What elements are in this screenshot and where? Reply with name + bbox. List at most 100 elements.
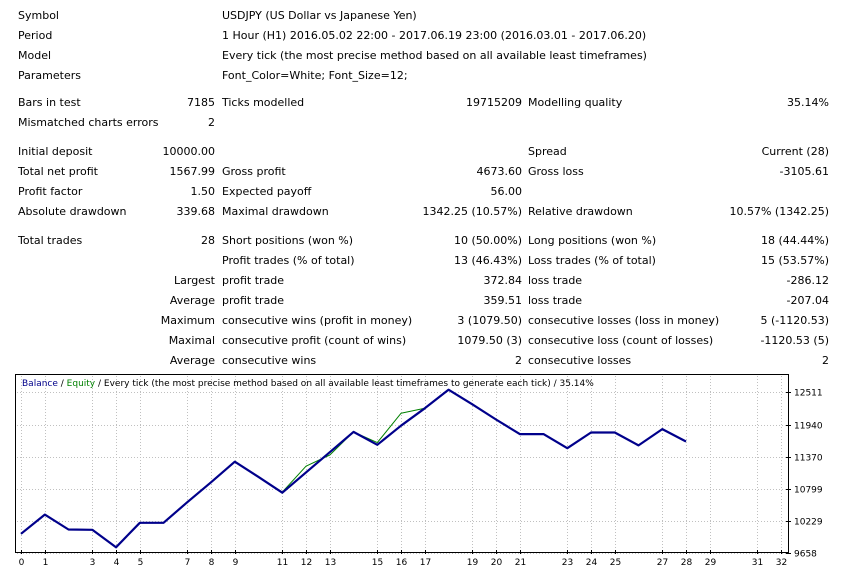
- x-tick-label: 7: [185, 558, 191, 568]
- max-consecutive-wins-value: 3 (1079.50): [457, 314, 522, 327]
- profit-factor-label: Profit factor: [18, 185, 83, 198]
- x-tick-label: 13: [325, 558, 336, 568]
- parameters-value: Font_Color=White; Font_Size=12;: [222, 69, 408, 82]
- x-tick-label: 28: [681, 558, 693, 568]
- ticks-value: 19715209: [466, 96, 522, 109]
- mismatch-label: Mismatched charts errors: [18, 116, 159, 129]
- x-tick-label: 11: [277, 558, 288, 568]
- maximal-consecutive-loss-label: consecutive loss (count of losses): [528, 334, 714, 347]
- long-positions-label: Long positions (won %): [528, 234, 657, 247]
- largest-label: Largest: [174, 274, 215, 287]
- absolute-drawdown-label: Absolute drawdown: [18, 205, 127, 218]
- maximal-drawdown-value: 1342.25 (10.57%): [422, 205, 522, 218]
- profit-trades-label: Profit trades (% of total): [222, 254, 355, 267]
- symbol-value: USDJPY (US Dollar vs Japanese Yen): [222, 9, 417, 22]
- bars-value: 7185: [187, 96, 215, 109]
- max-consecutive-losses-label: consecutive losses (loss in money): [528, 314, 720, 327]
- gross-profit-label: Gross profit: [222, 165, 286, 178]
- average-consecutive-wins-value: 2: [515, 354, 522, 367]
- x-tick-label: 29: [705, 558, 717, 568]
- x-tick-label: 9: [233, 558, 239, 568]
- period-label: Period: [18, 29, 53, 42]
- deposit-value: 10000.00: [162, 145, 216, 158]
- x-tick-label: 19: [467, 558, 479, 568]
- y-tick-label: 9658: [794, 550, 817, 560]
- spread-label: Spread: [528, 145, 567, 158]
- y-tick-label: 11940: [794, 422, 823, 432]
- x-tick-label: 21: [515, 558, 526, 568]
- average-profit-label: profit trade: [222, 294, 285, 307]
- legend-balance: Balance: [22, 379, 58, 389]
- average-label: Average: [169, 294, 215, 307]
- period-value: 1 Hour (H1) 2016.05.02 22:00 - 2017.06.1…: [222, 29, 647, 42]
- model-value: Every tick (the most precise method base…: [222, 49, 647, 62]
- gross-profit-value: 4673.60: [476, 165, 523, 178]
- y-tick-label: 10229: [794, 518, 823, 528]
- average-loss-label: loss trade: [528, 294, 583, 307]
- net-profit-label: Total net profit: [18, 165, 98, 178]
- x-tick-label: 5: [138, 558, 144, 568]
- relative-drawdown-label: Relative drawdown: [528, 205, 633, 218]
- maximal-consecutive-profit-value: 1079.50 (3): [457, 334, 522, 347]
- x-tick-label: 32: [776, 558, 787, 568]
- loss-trades-value: 15 (53.57%): [760, 254, 829, 267]
- average-consecutive-losses-value: 2: [822, 354, 829, 367]
- maximal-consecutive-profit-label: consecutive profit (count of wins): [222, 334, 407, 347]
- maximal-drawdown-label: Maximal drawdown: [222, 205, 329, 218]
- x-tick-label: 17: [420, 558, 431, 568]
- legend-equity: Equity: [66, 379, 96, 389]
- balance-line: [20, 388, 687, 549]
- ticks-label: Ticks modelled: [222, 96, 305, 109]
- profit-trades-value: 13 (46.43%): [453, 254, 522, 267]
- x-tick-label: 20: [491, 558, 503, 568]
- x-tick-label: 23: [562, 558, 573, 568]
- average-consecutive-losses-label: consecutive losses: [528, 354, 632, 367]
- y-tick-label: 11370: [794, 454, 823, 464]
- x-tick-label: 24: [586, 558, 598, 568]
- legend-separator: /: [57, 379, 67, 389]
- loss-trades-label: Loss trades (% of total): [528, 254, 656, 267]
- y-tick-label: 10799: [794, 486, 823, 496]
- x-tick-label: 0: [19, 558, 25, 568]
- mismatch-value: 2: [208, 116, 215, 129]
- x-tick-label: 12: [301, 558, 312, 568]
- x-tick-label: 25: [610, 558, 621, 568]
- bars-label: Bars in test: [18, 96, 81, 109]
- maximum-label: Maximum: [160, 314, 215, 327]
- x-tick-label: 31: [752, 558, 763, 568]
- maximal-label: Maximal: [168, 334, 215, 347]
- x-tick-label: 16: [396, 558, 408, 568]
- symbol-label: Symbol: [18, 9, 59, 22]
- short-positions-value: 10 (50.00%): [453, 234, 522, 247]
- quality-value: 35.14%: [787, 96, 829, 109]
- x-tick-label: 1: [43, 558, 49, 568]
- x-tick-label: 3: [90, 558, 96, 568]
- x-axis-ticks: 0 1 3 4 5 7 8 9 11 12 13 15 16 17 19 20 21 23 24 25 27 28 29 31…: [19, 550, 787, 568]
- largest-profit-label: profit trade: [222, 274, 285, 287]
- chart-legend: Balance / Equity / Every tick (the most …: [22, 378, 594, 390]
- net-profit-value: 1567.99: [169, 165, 216, 178]
- model-label: Model: [18, 49, 52, 62]
- expected-payoff-value: 56.00: [490, 185, 523, 198]
- largest-profit-value: 372.84: [483, 274, 523, 287]
- y-tick-label: 12511: [794, 389, 823, 399]
- x-tick-label: 15: [372, 558, 383, 568]
- largest-loss-value: -286.12: [786, 274, 829, 287]
- deposit-label: Initial deposit: [18, 145, 93, 158]
- gross-loss-value: -3105.61: [779, 165, 829, 178]
- long-positions-value: 18 (44.44%): [760, 234, 829, 247]
- profit-factor-value: 1.50: [190, 185, 216, 198]
- x-tick-label: 4: [114, 558, 120, 568]
- parameters-label: Parameters: [18, 69, 81, 82]
- max-consecutive-losses-value: 5 (-1120.53): [760, 314, 829, 327]
- y-axis-ticks: 9658 10229 10799 11370 11940 12511: [786, 389, 823, 560]
- gross-loss-label: Gross loss: [528, 165, 584, 178]
- short-positions-label: Short positions (won %): [222, 234, 354, 247]
- expected-payoff-label: Expected payoff: [222, 185, 312, 198]
- relative-drawdown-value: 10.57% (1342.25): [729, 205, 829, 218]
- average-consecutive-label: Average: [169, 354, 215, 367]
- x-tick-label: 8: [209, 558, 215, 568]
- total-trades-label: Total trades: [18, 234, 83, 247]
- spread-value: Current (28): [761, 145, 829, 158]
